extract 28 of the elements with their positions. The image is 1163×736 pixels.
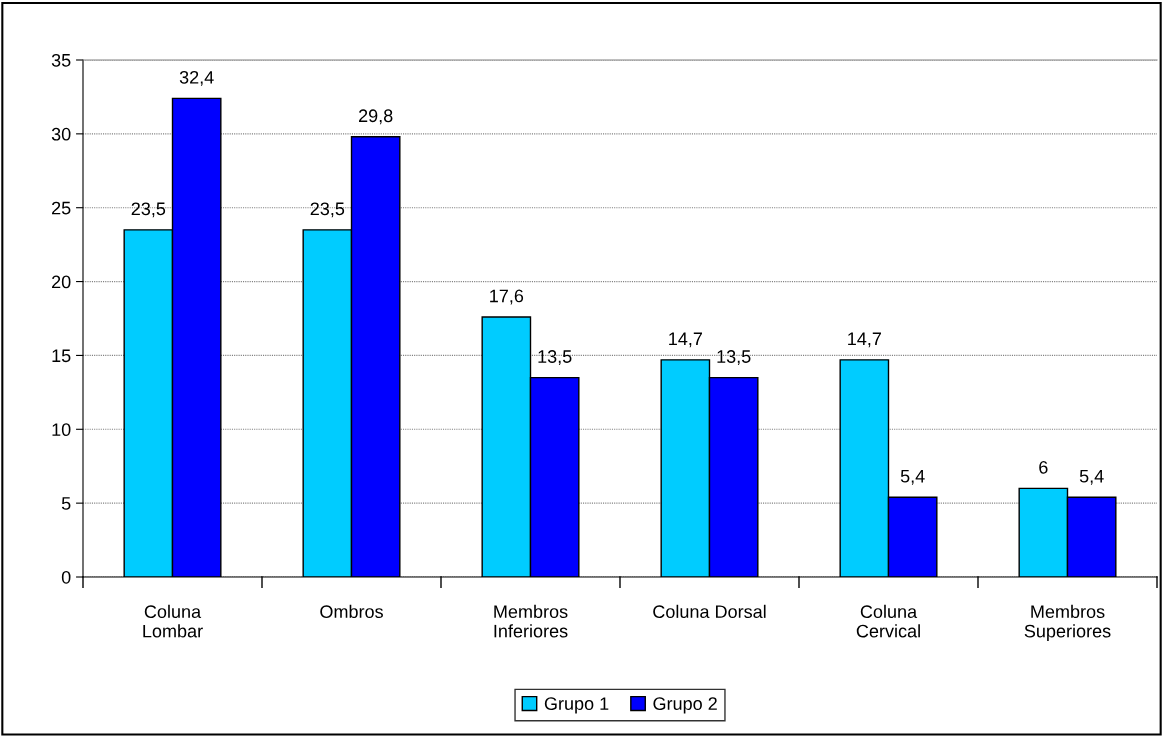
data-label: 14,7 bbox=[669, 332, 702, 348]
x-tick-label: Coluna Dorsal bbox=[653, 604, 766, 619]
y-tick-label: 35 bbox=[51, 53, 71, 67]
x-tick-label: Membros Inferiores bbox=[494, 604, 568, 638]
data-label: 32,4 bbox=[179, 70, 214, 86]
x-tick-label: Membros Superiores bbox=[1024, 604, 1111, 642]
data-label: 23,5 bbox=[131, 202, 166, 218]
y-tick-label: 10 bbox=[52, 423, 71, 437]
y-tick-label: 30 bbox=[51, 127, 71, 141]
data-label: 13,5 bbox=[717, 350, 751, 366]
legend-label: Grupo 1 bbox=[544, 697, 609, 714]
y-tick-label: 0 bbox=[61, 570, 71, 584]
data-label: 17,6 bbox=[490, 289, 524, 305]
legend-label: Grupo 2 bbox=[653, 697, 717, 714]
data-label: 5,4 bbox=[1079, 469, 1104, 485]
data-label: 23,5 bbox=[310, 202, 345, 218]
y-tick-label: 5 bbox=[61, 497, 71, 510]
data-label: 13,5 bbox=[538, 350, 572, 366]
data-label: 14,7 bbox=[848, 332, 881, 348]
x-tick-label: Ombros bbox=[320, 604, 383, 619]
y-tick-label: 20 bbox=[52, 275, 71, 289]
x-tick-label: Coluna Lombar bbox=[143, 604, 203, 638]
data-label: 6 bbox=[1039, 460, 1048, 474]
data-label: 29,8 bbox=[359, 109, 393, 125]
y-tick-label: 25 bbox=[52, 201, 71, 215]
x-tick-label: Coluna Cervical bbox=[856, 604, 920, 638]
data-label: 5,4 bbox=[900, 469, 925, 485]
y-tick-label: 15 bbox=[52, 349, 71, 363]
